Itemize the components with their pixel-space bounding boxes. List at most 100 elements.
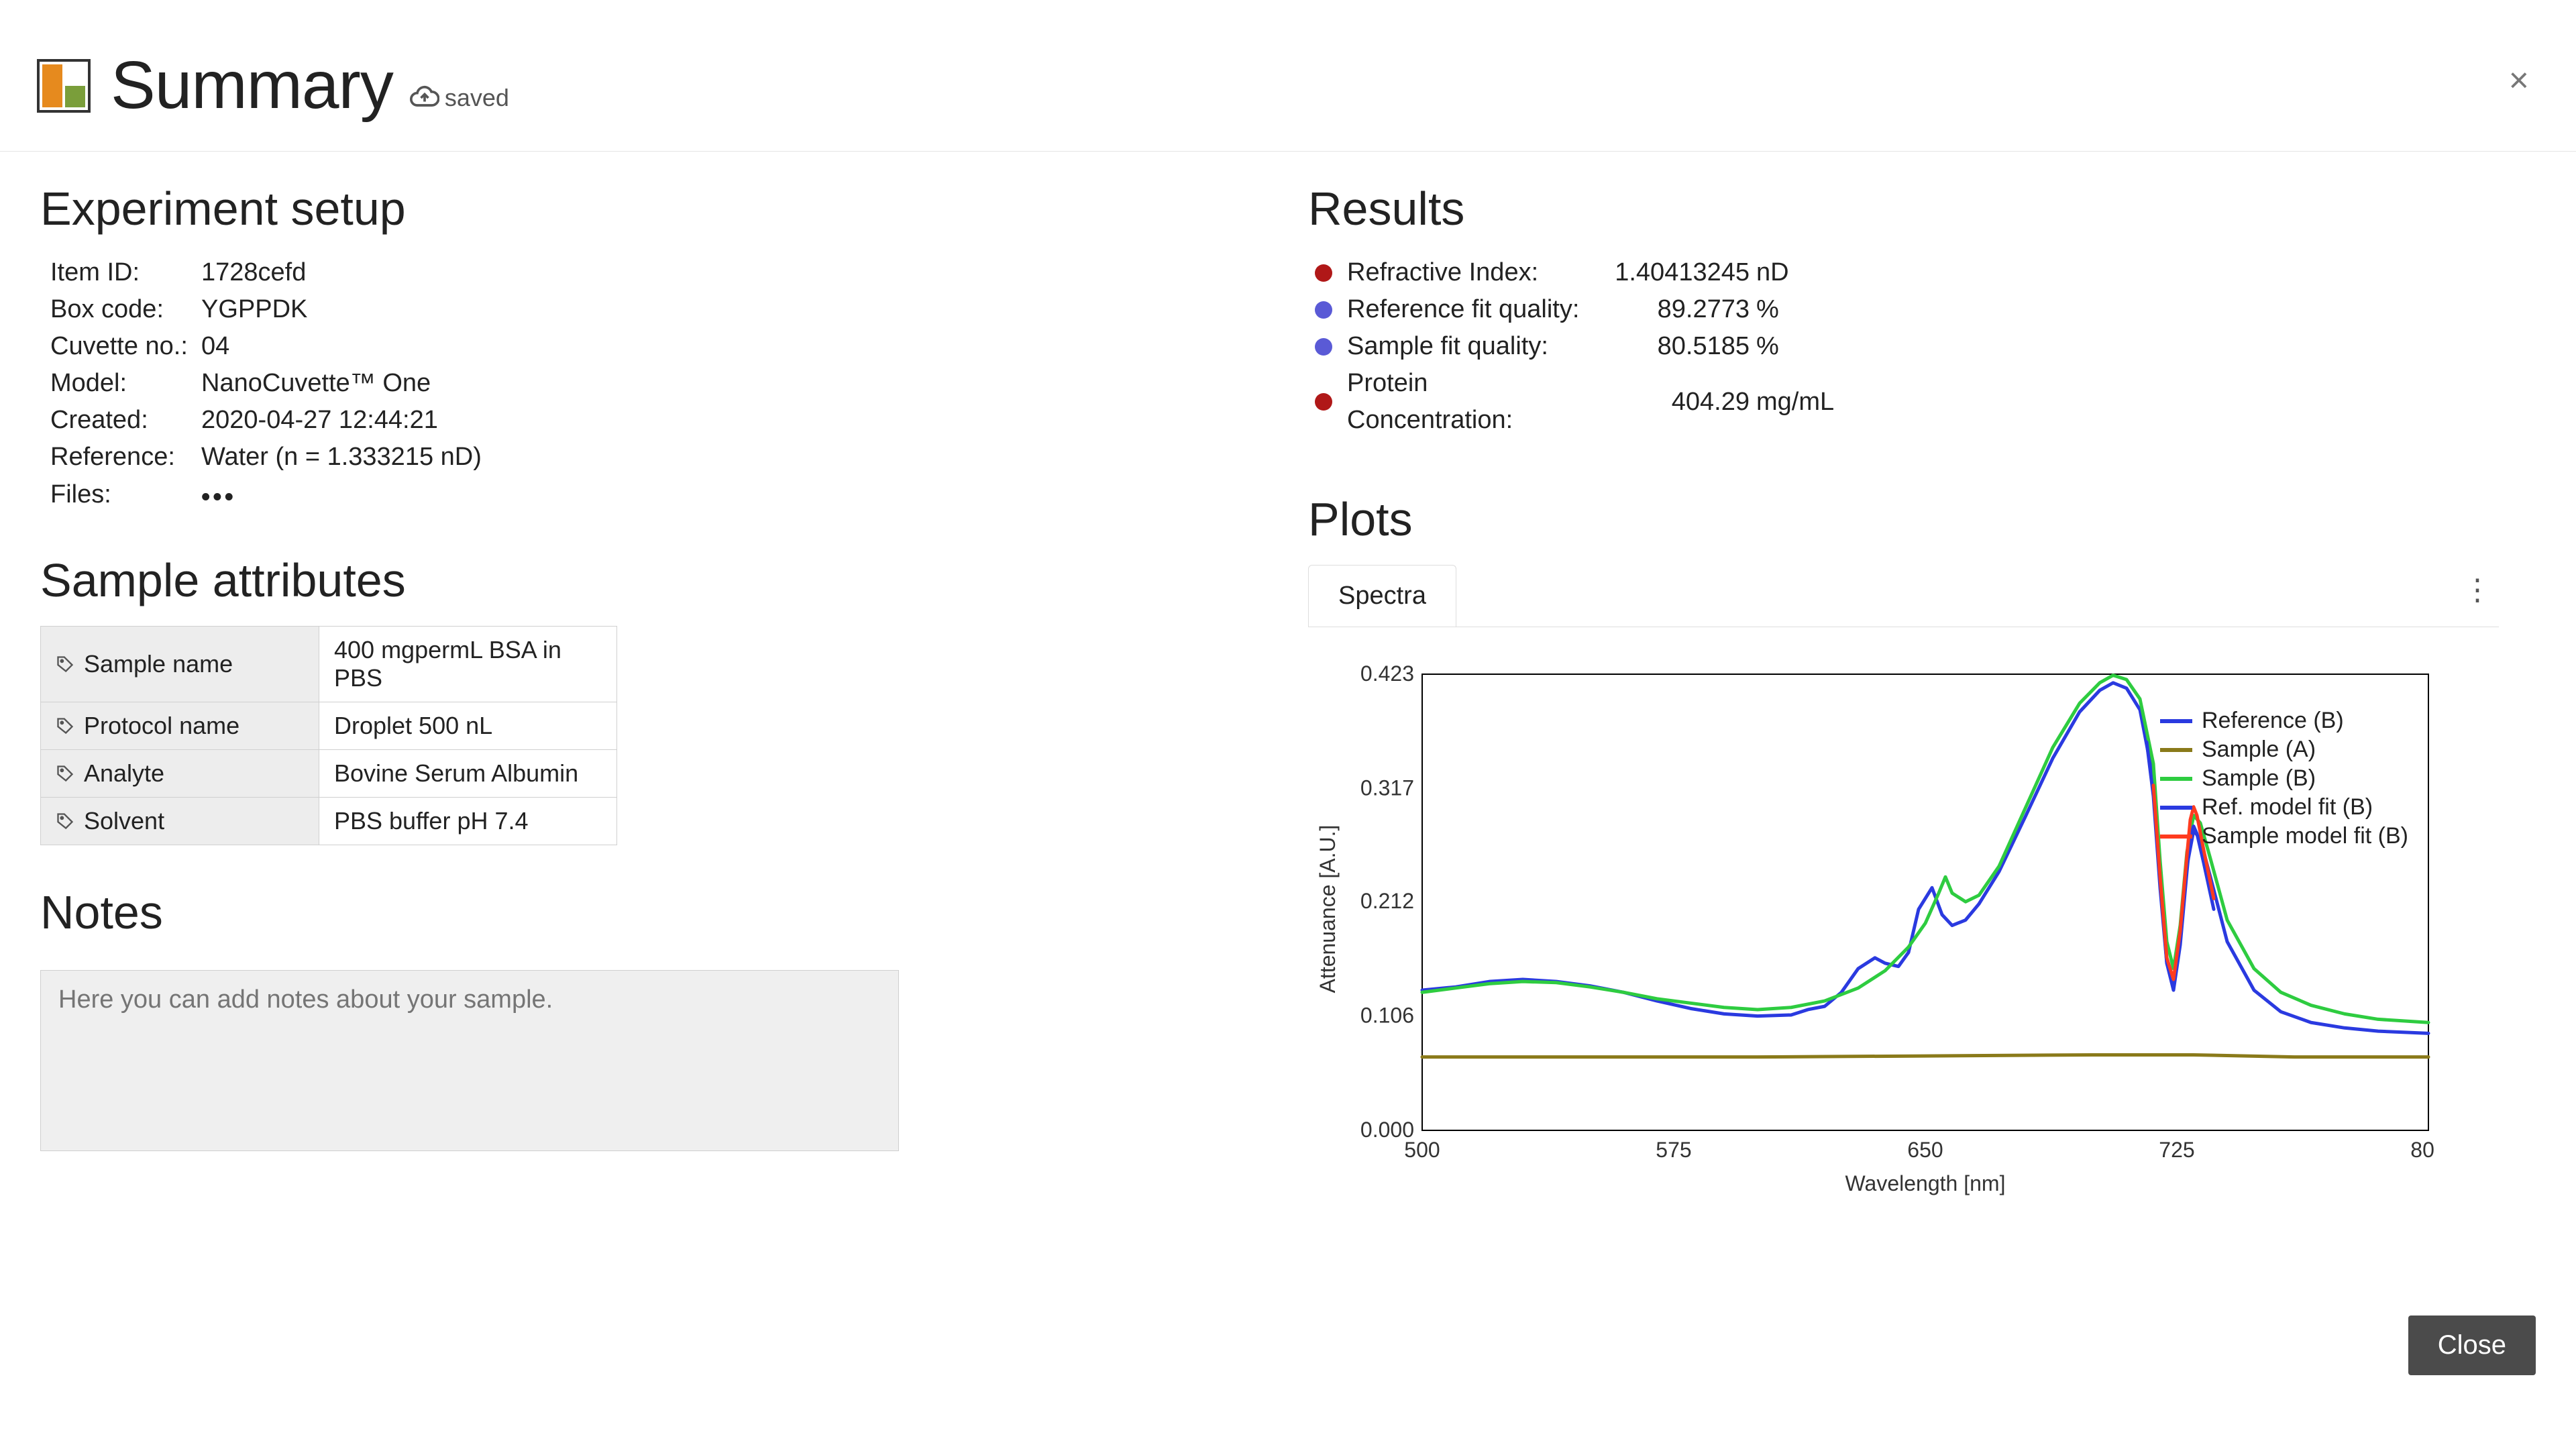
result-value: 1.40413245 (1589, 254, 1756, 291)
result-value: 80.5185 (1589, 328, 1756, 365)
setup-row-cuvette: Cuvette no.: 04 (50, 328, 1268, 365)
setup-row-reference: Reference: Water (n = 1.333215 nD) (50, 439, 1268, 476)
result-dot-icon (1315, 338, 1332, 356)
setup-value: NanoCuvette™ One (201, 365, 431, 402)
result-dot-icon (1315, 264, 1332, 282)
attribute-key: Sample name (41, 626, 319, 702)
svg-text:725: 725 (2159, 1138, 2194, 1162)
close-icon[interactable]: × (2509, 60, 2529, 101)
setup-label: Files: (50, 476, 201, 513)
legend-item: Ref. model fit (B) (2160, 794, 2408, 820)
attribute-value: 400 mgpermL BSA in PBS (319, 626, 617, 702)
svg-text:650: 650 (1907, 1138, 1943, 1162)
content: Experiment setup Item ID: 1728cefd Box c… (0, 152, 2576, 1214)
result-row: Reference fit quality:89.2773% (1315, 291, 2536, 328)
result-row: Protein Concentration:404.29mg/mL (1315, 365, 2536, 439)
section-experiment-setup: Experiment setup (40, 182, 1268, 235)
result-unit: % (1756, 328, 1779, 365)
result-unit: % (1756, 291, 1779, 328)
result-label: Reference fit quality: (1347, 291, 1589, 328)
setup-value: 04 (201, 328, 229, 365)
result-row: Refractive Index:1.40413245nD (1315, 254, 2536, 291)
right-column: Results Refractive Index:1.40413245nDRef… (1308, 182, 2536, 1214)
section-plots: Plots (1308, 492, 2536, 546)
svg-text:Attenuance [A.U.]: Attenuance [A.U.] (1316, 825, 1340, 994)
setup-label: Item ID: (50, 254, 201, 291)
result-value: 89.2773 (1589, 291, 1756, 328)
result-row: Sample fit quality:80.5185% (1315, 328, 2536, 365)
result-unit: mg/mL (1756, 384, 1834, 421)
chart-legend: Reference (B) Sample (A)Sample (B)Ref. mo… (2160, 708, 2408, 852)
tab-spectra[interactable]: Spectra (1308, 565, 1456, 627)
setup-row-item-id: Item ID: 1728cefd (50, 254, 1268, 291)
setup-row-files: Files: ••• (50, 476, 1268, 513)
legend-label: Reference (B) (2202, 708, 2344, 734)
attribute-key: Analyte (41, 749, 319, 797)
setup-label: Reference: (50, 439, 201, 476)
setup-label: Model: (50, 365, 201, 402)
cloud-icon (410, 83, 439, 113)
page-header: Summary saved (0, 0, 2576, 152)
attribute-row: Protocol nameDroplet 500 nL (41, 702, 617, 749)
legend-swatch (2160, 748, 2192, 752)
svg-text:575: 575 (1656, 1138, 1691, 1162)
svg-text:Wavelength [nm]: Wavelength [nm] (1845, 1171, 2006, 1195)
results-list: Refractive Index:1.40413245nDReference f… (1315, 254, 2536, 439)
legend-label: Ref. model fit (B) (2202, 794, 2373, 820)
setup-value: Water (n = 1.333215 nD) (201, 439, 482, 476)
result-unit: nD (1756, 254, 1789, 291)
left-column: Experiment setup Item ID: 1728cefd Box c… (40, 182, 1268, 1214)
setup-label: Cuvette no.: (50, 328, 201, 365)
attribute-key: Solvent (41, 797, 319, 845)
experiment-setup-list: Item ID: 1728cefd Box code: YGPPDK Cuvet… (50, 254, 1268, 513)
result-dot-icon (1315, 393, 1332, 411)
legend-swatch (2160, 835, 2192, 839)
app-logo (37, 59, 91, 113)
legend-item: Sample (B) (2160, 765, 2408, 792)
legend-item: Sample (A) (2160, 737, 2408, 763)
attribute-row: AnalyteBovine Serum Albumin (41, 749, 617, 797)
section-results: Results (1308, 182, 2536, 235)
plot-more-icon[interactable]: ⋮ (2463, 573, 2492, 607)
spectra-chart: Attenuance [A.U.]Wavelength [nm]50057565… (1308, 654, 2489, 1214)
files-more-icon[interactable]: ••• (201, 479, 236, 516)
attribute-key: Protocol name (41, 702, 319, 749)
save-status-label: saved (445, 84, 509, 112)
plot-tabstrip: Spectra ⋮ (1308, 565, 2499, 627)
sample-attributes-table: Sample name400 mgpermL BSA in PBSProtoco… (40, 626, 617, 845)
legend-label: Sample (A) (2202, 737, 2316, 763)
section-sample-attributes: Sample attributes (40, 553, 1268, 607)
result-label: Sample fit quality: (1347, 328, 1589, 365)
attribute-value: Droplet 500 nL (319, 702, 617, 749)
setup-row-created: Created: 2020-04-27 12:44:21 (50, 402, 1268, 439)
result-dot-icon (1315, 301, 1332, 319)
setup-label: Box code: (50, 291, 201, 328)
notes-input[interactable] (40, 970, 899, 1151)
legend-swatch (2160, 806, 2192, 810)
legend-item: Reference (B) (2160, 708, 2408, 734)
legend-swatch (2160, 719, 2192, 723)
svg-text:0.000: 0.000 (1360, 1118, 1414, 1142)
legend-item: Sample model fit (B) (2160, 823, 2408, 849)
legend-swatch (2160, 777, 2192, 781)
result-label: Protein Concentration: (1347, 365, 1589, 439)
plots-section: Plots Spectra ⋮ Attenuance [A.U.] Wavelen… (1308, 492, 2536, 1214)
setup-value: 2020-04-27 12:44:21 (201, 402, 438, 439)
result-value: 404.29 (1589, 384, 1756, 421)
setup-row-box-code: Box code: YGPPDK (50, 291, 1268, 328)
setup-label: Created: (50, 402, 201, 439)
section-notes: Notes (40, 885, 1268, 939)
legend-label: Sample (B) (2202, 765, 2316, 792)
svg-text:0.106: 0.106 (1360, 1004, 1414, 1028)
attribute-row: SolventPBS buffer pH 7.4 (41, 797, 617, 845)
svg-text:800: 800 (2410, 1138, 2435, 1162)
svg-text:0.423: 0.423 (1360, 661, 1414, 686)
result-label: Refractive Index: (1347, 254, 1589, 291)
legend-label: Sample model fit (B) (2202, 823, 2408, 849)
close-button[interactable]: Close (2408, 1316, 2536, 1375)
setup-value: 1728cefd (201, 254, 306, 291)
svg-text:0.317: 0.317 (1360, 776, 1414, 800)
setup-row-model: Model: NanoCuvette™ One (50, 365, 1268, 402)
attribute-row: Sample name400 mgpermL BSA in PBS (41, 626, 617, 702)
page-title: Summary (111, 47, 393, 124)
